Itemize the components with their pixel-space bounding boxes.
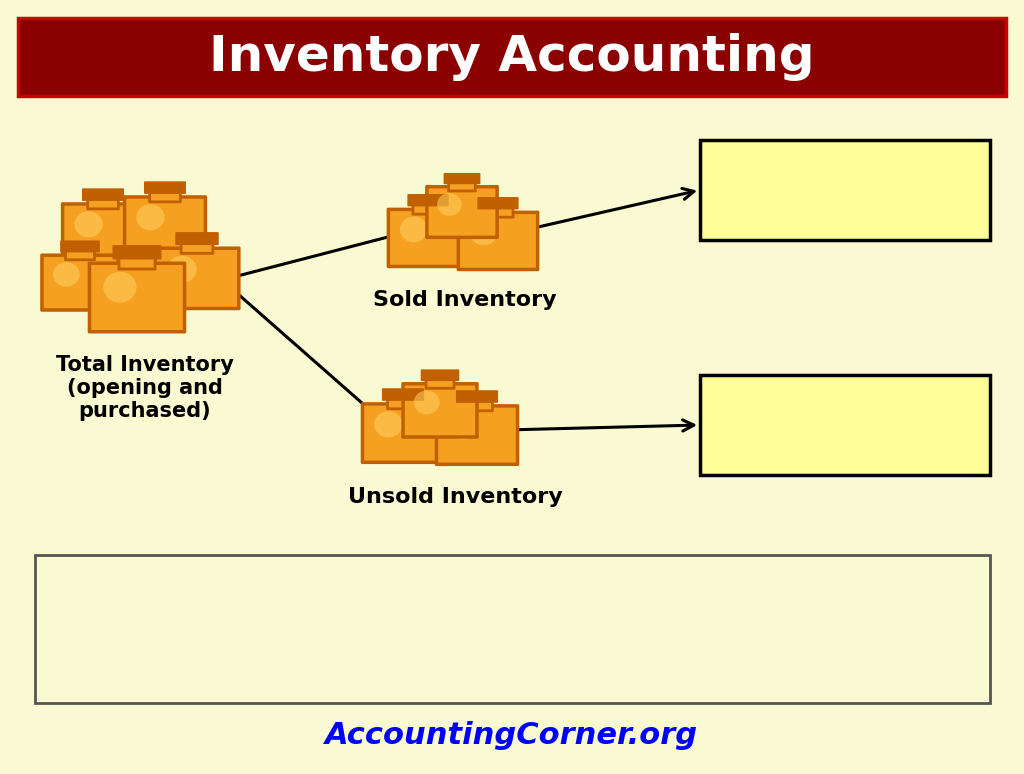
Ellipse shape [374, 411, 402, 437]
FancyBboxPatch shape [427, 187, 497, 238]
FancyBboxPatch shape [413, 202, 443, 214]
Text: •Inventory sold (cost of it) is included into the Income Statement
  – Cost of G: •Inventory sold (cost of it) is included… [50, 630, 822, 673]
FancyBboxPatch shape [66, 248, 94, 260]
FancyBboxPatch shape [156, 248, 239, 309]
Text: AccountingCorner.org: AccountingCorner.org [326, 721, 698, 749]
FancyBboxPatch shape [61, 241, 98, 252]
FancyBboxPatch shape [383, 389, 423, 400]
FancyBboxPatch shape [114, 246, 161, 259]
Ellipse shape [75, 211, 102, 238]
Ellipse shape [449, 413, 476, 440]
Ellipse shape [53, 262, 80, 286]
FancyBboxPatch shape [150, 190, 180, 202]
FancyBboxPatch shape [409, 195, 447, 205]
Text: Cost – Balance
Sheet: Cost – Balance Sheet [755, 403, 936, 447]
FancyBboxPatch shape [181, 241, 213, 253]
FancyBboxPatch shape [89, 263, 184, 332]
FancyBboxPatch shape [422, 371, 459, 380]
FancyBboxPatch shape [388, 396, 419, 409]
Ellipse shape [136, 204, 165, 231]
FancyBboxPatch shape [700, 375, 990, 475]
Text: Cost – Income
Statement: Cost – Income Statement [759, 169, 932, 211]
Text: Inventory Accounting: Inventory Accounting [209, 33, 815, 81]
FancyBboxPatch shape [459, 212, 538, 269]
FancyBboxPatch shape [462, 399, 493, 411]
FancyBboxPatch shape [700, 140, 990, 240]
FancyBboxPatch shape [42, 255, 118, 310]
FancyBboxPatch shape [18, 18, 1006, 96]
FancyBboxPatch shape [362, 404, 443, 462]
FancyBboxPatch shape [478, 198, 517, 208]
FancyBboxPatch shape [444, 174, 479, 183]
Ellipse shape [103, 272, 136, 303]
Text: Unsold Inventory: Unsold Inventory [347, 487, 562, 507]
FancyBboxPatch shape [176, 233, 218, 244]
FancyBboxPatch shape [83, 190, 123, 200]
FancyBboxPatch shape [119, 255, 155, 269]
FancyBboxPatch shape [62, 204, 143, 262]
Ellipse shape [167, 255, 197, 283]
FancyBboxPatch shape [125, 197, 206, 255]
FancyBboxPatch shape [35, 555, 990, 703]
Text: Sold Inventory: Sold Inventory [373, 290, 557, 310]
Ellipse shape [414, 390, 439, 414]
FancyBboxPatch shape [88, 197, 119, 209]
FancyBboxPatch shape [145, 183, 185, 193]
Ellipse shape [470, 220, 498, 245]
Text: •Inventory on hand is accounted for in the Balance Sheet: •Inventory on hand is accounted for in t… [50, 577, 728, 597]
Ellipse shape [400, 217, 428, 242]
FancyBboxPatch shape [449, 180, 475, 191]
FancyBboxPatch shape [426, 377, 454, 389]
Text: Total Inventory
(opening and
purchased): Total Inventory (opening and purchased) [56, 355, 233, 421]
FancyBboxPatch shape [457, 392, 497, 402]
FancyBboxPatch shape [403, 384, 477, 437]
FancyBboxPatch shape [483, 205, 513, 217]
FancyBboxPatch shape [436, 406, 517, 464]
Ellipse shape [437, 193, 462, 216]
FancyBboxPatch shape [388, 209, 468, 266]
